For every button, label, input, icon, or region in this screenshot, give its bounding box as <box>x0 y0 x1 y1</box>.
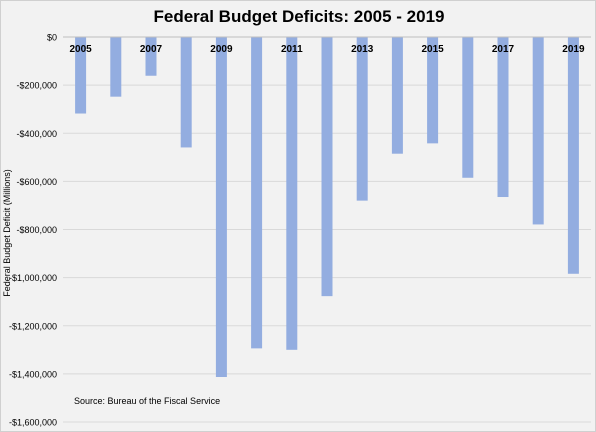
bar-2005 <box>75 37 87 114</box>
bar-2011 <box>286 37 298 350</box>
chart-title: Federal Budget Deficits: 2005 - 2019 <box>153 7 445 26</box>
y-tick-label: -$200,000 <box>16 81 57 91</box>
bar-2009 <box>215 37 227 378</box>
x-tick-label: 2009 <box>210 44 233 55</box>
x-tick-label: 2015 <box>421 44 444 55</box>
bar-2016 <box>462 37 474 178</box>
y-tick-label: -$600,000 <box>16 177 57 187</box>
y-tick-label: -$800,000 <box>16 225 57 235</box>
y-axis-label: Federal Budget Deficit (Millions) <box>2 169 12 297</box>
bar-2012 <box>321 37 333 297</box>
bar-2006 <box>110 37 122 97</box>
y-tick-label: -$1,400,000 <box>9 369 57 379</box>
x-tick-label: 2011 <box>281 44 303 55</box>
x-tick-label: 2017 <box>492 44 515 55</box>
bar-2015 <box>427 37 439 144</box>
y-tick-label: $0 <box>47 33 57 43</box>
x-tick-label: 2013 <box>351 44 374 55</box>
bar-2008 <box>180 37 192 148</box>
x-tick-label: 2005 <box>69 44 92 55</box>
y-tick-label: -$400,000 <box>16 129 57 139</box>
source-note: Source: Bureau of the Fiscal Service <box>74 396 221 406</box>
bar-2017 <box>497 37 509 198</box>
y-tick-label: -$1,000,000 <box>9 273 57 283</box>
bar-2019 <box>567 37 579 274</box>
bar-2007 <box>145 37 157 76</box>
y-tick-label: -$1,200,000 <box>9 321 57 331</box>
bar-2010 <box>251 37 263 349</box>
bar-2018 <box>532 37 544 225</box>
bar-2013 <box>356 37 368 201</box>
bar-2014 <box>391 37 403 154</box>
x-tick-label: 2019 <box>562 44 585 55</box>
x-tick-label: 2007 <box>140 44 163 55</box>
y-tick-label: -$1,600,000 <box>9 418 57 428</box>
